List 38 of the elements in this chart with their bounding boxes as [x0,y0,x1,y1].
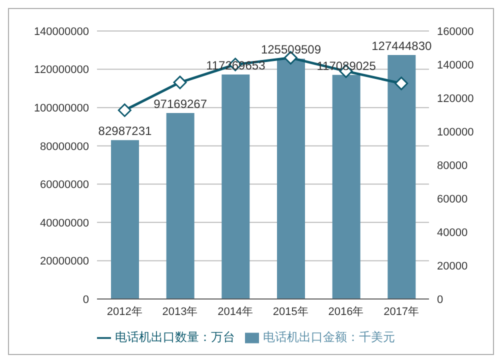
bar [277,58,305,299]
data-label: 127444830 [372,39,432,54]
y2-tick-label: 0 [437,294,444,306]
y-tick-label: 20000000 [40,256,89,268]
x-tick-label: 2014年 [218,306,254,318]
y2-tick-label: 100000 [437,126,474,138]
y2-tick-label: 160000 [437,26,474,38]
point [118,103,132,117]
point [173,76,187,90]
bar [388,55,416,299]
y2-tick-label: 40000 [437,226,468,239]
bar [166,112,194,299]
y-tick-label: 120000000 [34,64,89,76]
y2-tick-label: 60000 [437,193,468,206]
x-tick-label: 2016年 [328,306,364,318]
bar [332,74,360,299]
x-tick-label: 2012年 [106,306,142,318]
legend-label: 电话机出口金额：千美元 [263,330,395,344]
y-tick-label: 60000000 [40,179,89,192]
x-tick-label: 2013年 [162,306,198,318]
y-tick-label: 80000000 [40,140,89,153]
y2-tick-label: 80000 [437,160,468,172]
y-tick-label: 140000000 [34,26,89,38]
x-tick-label: 2015年 [272,306,308,318]
y-tick-label: 40000000 [40,217,89,230]
data-label: 82987231 [98,124,152,138]
x-tick-label: 2017年 [384,306,420,318]
bar [111,140,139,299]
y2-tick-label: 140000 [437,59,474,72]
y-tick-label: 100000000 [34,102,89,114]
data-label: 97169267 [154,96,208,111]
point [394,76,408,90]
bar [222,74,250,299]
y-tick-label: 0 [82,294,89,306]
data-label: 125509509 [260,42,322,57]
y2-tick-label: 20000 [437,260,468,272]
legend-label: 电话机出口数量：万台 [115,330,235,344]
y2-tick-label: 120000 [437,92,474,105]
